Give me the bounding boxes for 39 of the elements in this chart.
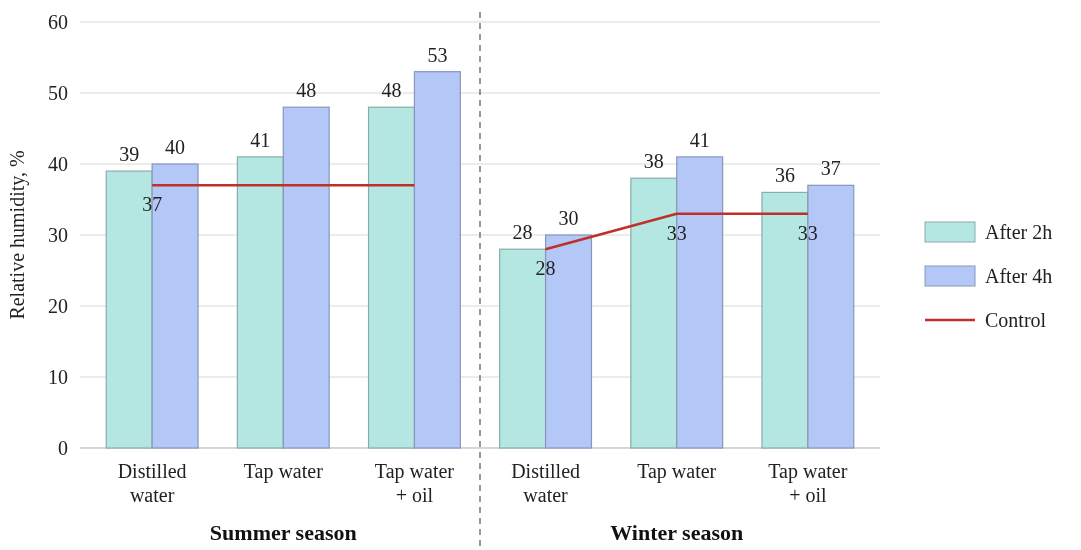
- bar: [413, 71, 461, 449]
- data-label: 28: [535, 257, 556, 280]
- data-label: 39: [119, 143, 140, 166]
- y-tick-label: 50: [48, 82, 68, 104]
- legend-label: After 4h: [985, 265, 1053, 287]
- bar: [236, 156, 284, 449]
- data-label: 28: [512, 221, 533, 244]
- x-tick-label: Distilled water: [511, 460, 581, 506]
- bar: [367, 106, 416, 449]
- legend-label: Control: [985, 309, 1047, 331]
- data-label: 41: [250, 128, 271, 151]
- text: Summer season: [209, 520, 357, 545]
- data-label: 36: [774, 164, 795, 187]
- y-tick-label: 10: [48, 366, 68, 388]
- data-label: 38: [643, 150, 664, 173]
- data-label: 40: [165, 136, 186, 158]
- x-tick-label: Tap water: [637, 460, 717, 483]
- x-tick-label: Tap water + oil: [768, 460, 848, 506]
- data-label: 33: [797, 221, 818, 244]
- y-axis-title: Relative humidity, %: [6, 150, 29, 320]
- y-tick-label: 0: [58, 437, 68, 459]
- data-label: 53: [427, 43, 448, 66]
- data-label: 30: [558, 207, 579, 229]
- y-tick-label: 60: [48, 11, 68, 33]
- y-tick-label: 30: [48, 224, 68, 246]
- data-label: 33: [666, 221, 687, 244]
- data-label: 41: [689, 128, 710, 151]
- data-label: 37: [820, 157, 841, 180]
- text: Winter season: [610, 520, 744, 545]
- x-tick-label: Distilled water: [117, 460, 187, 506]
- data-label: 48: [381, 79, 402, 102]
- data-label: 48: [296, 79, 317, 102]
- y-tick-label: 40: [48, 153, 68, 175]
- x-tick-label: Tap water + oil: [374, 460, 455, 506]
- x-tick-label: Tap water: [243, 460, 324, 483]
- data-label: 37: [142, 193, 163, 216]
- bar: [282, 106, 330, 449]
- legend-label: After 2h: [985, 221, 1053, 243]
- y-tick-label: 20: [48, 295, 68, 317]
